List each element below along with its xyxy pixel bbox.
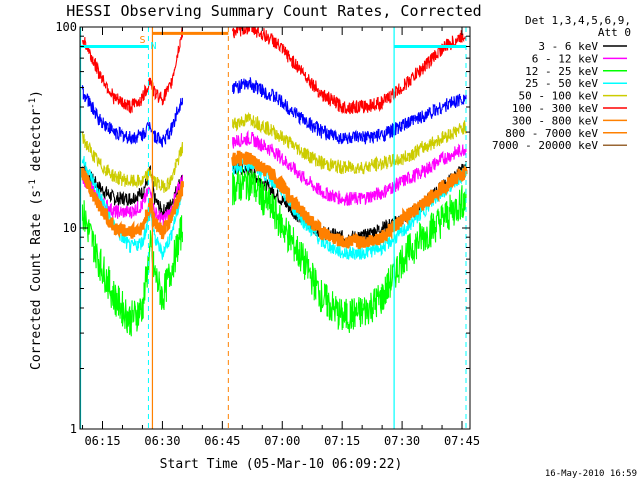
x-tick-label: 07:30 [384,434,420,448]
x-tick-label: 07:15 [324,434,360,448]
x-tick-label: 07:45 [444,434,480,448]
axis-ticks: 1 10 100 06:15 06:30 06:45 07:00 07:15 07:30 07:4… [55,20,480,448]
flag-label-s: S [139,35,145,46]
y-axis-label: Corrected Count Rate (s-1 detector-1) [28,90,44,370]
x-tick-label: 06:15 [84,434,120,448]
legend-header-line1: Det 1,3,4,5,6,9, [525,14,631,27]
legend-label-7: 300 - 800 keV [512,114,598,127]
series-3 [81,164,467,337]
legend-label-6: 100 - 300 keV [512,102,598,115]
flag-label-n: N [150,41,156,52]
legend-label-1: 3 - 6 keV [538,40,598,53]
y-axis-label-end: ) [29,90,44,98]
timestamp: 16-May-2010 16:59 [545,469,637,479]
y-axis-label-mid: detector [29,109,44,180]
legend-label-9: 7000 - 20000 keV [492,139,598,152]
legend-label-3: 12 - 25 keV [525,65,598,78]
series-line-7 [81,150,468,250]
series-5 [81,111,467,193]
y-tick-label: 10 [63,221,77,235]
y-tick-label: 1 [70,422,77,436]
y-axis-label-sup2: -1 [28,98,38,109]
series-6 [81,27,467,115]
legend-label-8: 800 - 7000 keV [505,127,598,140]
series-line-10 [81,77,467,148]
y-axis-label-main: Corrected Count Rate (s [29,190,44,370]
series-line-5 [81,111,467,193]
x-tick-label: 06:45 [204,434,240,448]
x-tick-label: 07:00 [264,434,300,448]
plot-area: SN [80,27,468,429]
legend-label-4: 25 - 50 keV [525,77,598,90]
series-line-3 [81,164,467,337]
chart-title: HESSI Observing Summary Count Rates, Cor… [66,2,481,20]
x-tick-label: 06:30 [144,434,180,448]
y-tick-label: 100 [55,20,77,34]
legend-header-line2: Att 0 [598,26,631,39]
series-10 [81,77,467,148]
series-line-6 [81,27,467,115]
legend-label-5: 50 - 100 keV [519,90,599,103]
series-7 [81,150,468,250]
legend-label-2: 6 - 12 keV [532,52,599,65]
y-axis-label-sup1: -1 [28,179,38,190]
x-axis-label: Start Time (05-Mar-10 06:09:22) [160,457,403,472]
